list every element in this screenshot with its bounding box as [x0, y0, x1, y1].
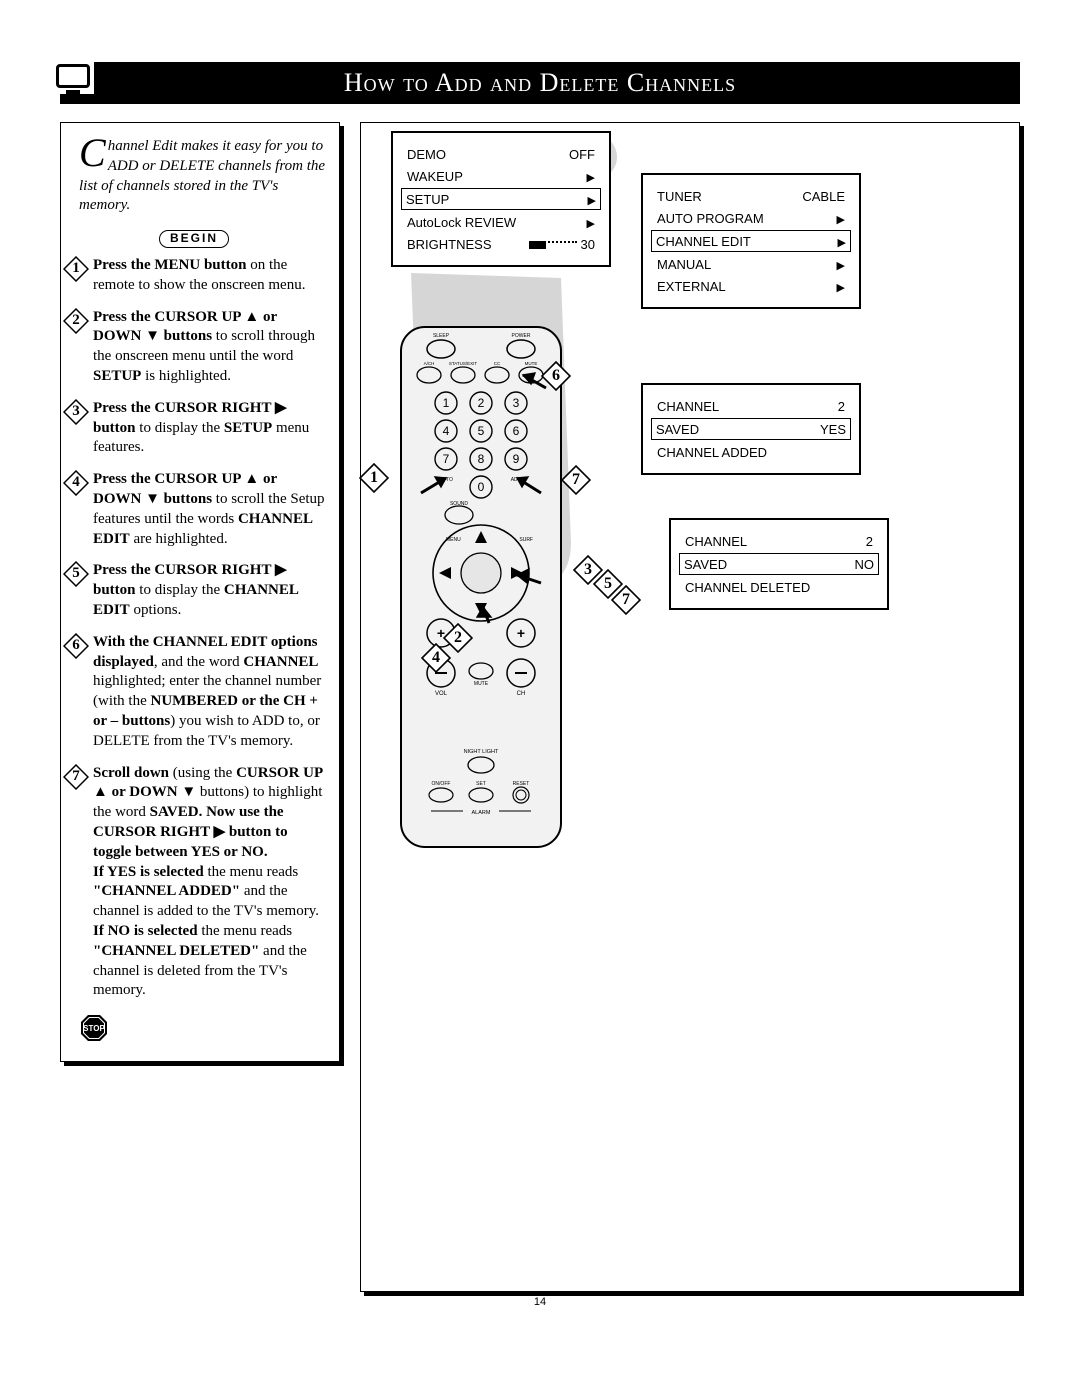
osd-row: CHANNEL2	[681, 530, 877, 552]
svg-text:6: 6	[513, 424, 520, 438]
callout-6: 6	[541, 361, 571, 391]
page-number: 14	[60, 1296, 1020, 1308]
osd-row: BRIGHTNESS 30	[403, 233, 599, 255]
step-4: 4 Press the CURSOR UP ▲ or DOWN ▼ button…	[79, 470, 327, 549]
svg-text:MENU: MENU	[446, 537, 461, 543]
osd-row: SAVEDYES	[651, 418, 851, 440]
step-diamond-icon: 5	[63, 561, 89, 587]
svg-text:A/CH: A/CH	[424, 361, 435, 366]
svg-text:SURF: SURF	[519, 537, 533, 543]
step-6: 6 With the CHANNEL EDIT options displaye…	[79, 633, 327, 752]
svg-text:CH: CH	[517, 691, 526, 697]
page-title: How to Add and Delete Channels	[344, 68, 736, 97]
osd-row: TUNERCABLE	[653, 185, 849, 207]
callout-7: 7	[561, 465, 591, 495]
svg-text:5: 5	[478, 424, 485, 438]
svg-text:SOUND: SOUND	[450, 501, 468, 507]
page-title-bar: How to Add and Delete Channels	[60, 62, 1020, 104]
step-diamond-icon: 1	[63, 256, 89, 282]
osd-row: WAKEUP	[403, 165, 599, 187]
osd-row: CHANNEL EDIT	[651, 230, 851, 252]
svg-text:2: 2	[478, 396, 485, 410]
callout-7b: 7	[611, 585, 641, 615]
step-3: 3 Press the CURSOR RIGHT ▶ button to dis…	[79, 399, 327, 458]
svg-text:3: 3	[513, 396, 520, 410]
step-diamond-icon: 3	[63, 399, 89, 425]
tv-icon	[52, 60, 94, 94]
svg-text:8: 8	[478, 452, 485, 466]
step-5: 5 Press the CURSOR RIGHT ▶ button to dis…	[79, 561, 327, 620]
stop-icon: STOP	[79, 1013, 109, 1043]
step-text: Press the MENU button on the remote to s…	[93, 257, 305, 293]
svg-text:9: 9	[513, 452, 520, 466]
step-text: Press the CURSOR UP ▲ or DOWN ▼ buttons …	[93, 309, 315, 384]
svg-text:ON/OFF: ON/OFF	[432, 781, 451, 787]
begin-marker: BEGIN	[159, 230, 229, 248]
svg-text:+: +	[517, 625, 525, 641]
osd-row: CHANNEL DELETED	[681, 576, 877, 598]
svg-text:NIGHT LIGHT: NIGHT LIGHT	[464, 749, 499, 755]
svg-text:VOL: VOL	[435, 691, 448, 697]
svg-text:0: 0	[478, 480, 485, 494]
step-diamond-icon: 6	[63, 633, 89, 659]
svg-text:SET: SET	[476, 781, 486, 787]
step-text: Scroll down (using the CURSOR UP ▲ or DO…	[93, 765, 322, 999]
step-text: Press the CURSOR RIGHT ▶ button to displ…	[93, 562, 298, 618]
osd-row: EXTERNAL	[653, 275, 849, 297]
step-diamond-icon: 2	[63, 308, 89, 334]
step-diamond-icon: 7	[63, 764, 89, 790]
svg-text:RESET: RESET	[513, 781, 530, 787]
osd-row: SETUP	[401, 188, 601, 210]
osd-row: MANUAL	[653, 253, 849, 275]
svg-text:CC: CC	[494, 361, 501, 366]
step-diamond-icon: 4	[63, 470, 89, 496]
callout-4: 4	[421, 643, 451, 673]
osd-channel-deleted: CHANNEL2 SAVEDNO CHANNEL DELETED	[669, 518, 889, 610]
svg-text:STATUS/EXIT: STATUS/EXIT	[449, 361, 478, 366]
svg-text:7: 7	[443, 452, 450, 466]
svg-text:4: 4	[443, 424, 450, 438]
step-text: Press the CURSOR UP ▲ or DOWN ▼ buttons …	[93, 471, 325, 546]
osd-row: AutoLock REVIEW	[403, 211, 599, 233]
osd-channel-added: CHANNEL2 SAVEDYES CHANNEL ADDED	[641, 383, 861, 475]
osd-row: AUTO PROGRAM	[653, 207, 849, 229]
svg-text:SLEEP: SLEEP	[433, 333, 450, 339]
diagram-panel: DEMOOFFWAKEUPSETUPAutoLock REVIEWBRIGHTN…	[360, 122, 1020, 1292]
svg-text:1: 1	[443, 396, 450, 410]
callout-1: 1	[359, 463, 389, 493]
dropcap: C	[79, 137, 108, 169]
instructions-panel: Channel Edit makes it easy for you to AD…	[60, 122, 340, 1062]
osd-main-menu: DEMOOFFWAKEUPSETUPAutoLock REVIEWBRIGHTN…	[391, 131, 611, 267]
step-2: 2 Press the CURSOR UP ▲ or DOWN ▼ button…	[79, 308, 327, 387]
osd-setup-menu: TUNERCABLEAUTO PROGRAMCHANNEL EDITMANUAL…	[641, 173, 861, 309]
svg-text:STOP: STOP	[83, 1024, 105, 1033]
svg-text:POWER: POWER	[512, 333, 531, 339]
svg-text:ALARM: ALARM	[472, 810, 491, 816]
remote-control: SLEEP POWER A/CH STATUS/EXIT CC MUTE 1 2 3…	[391, 323, 571, 853]
intro-text: Channel Edit makes it easy for you to AD…	[79, 137, 327, 216]
step-7: 7 Scroll down (using the CURSOR UP ▲ or …	[79, 764, 327, 1002]
step-1: 1 Press the MENU button on the remote to…	[79, 256, 327, 296]
osd-row: DEMOOFF	[403, 143, 599, 165]
osd-row: SAVEDNO	[679, 553, 879, 575]
svg-text:MUTE: MUTE	[525, 361, 538, 366]
osd-row: CHANNEL2	[653, 395, 849, 417]
step-text: With the CHANNEL EDIT options displayed,…	[93, 634, 321, 749]
osd-row: CHANNEL ADDED	[653, 441, 849, 463]
svg-text:MUTE: MUTE	[474, 681, 489, 687]
step-text: Press the CURSOR RIGHT ▶ button to displ…	[93, 400, 309, 456]
